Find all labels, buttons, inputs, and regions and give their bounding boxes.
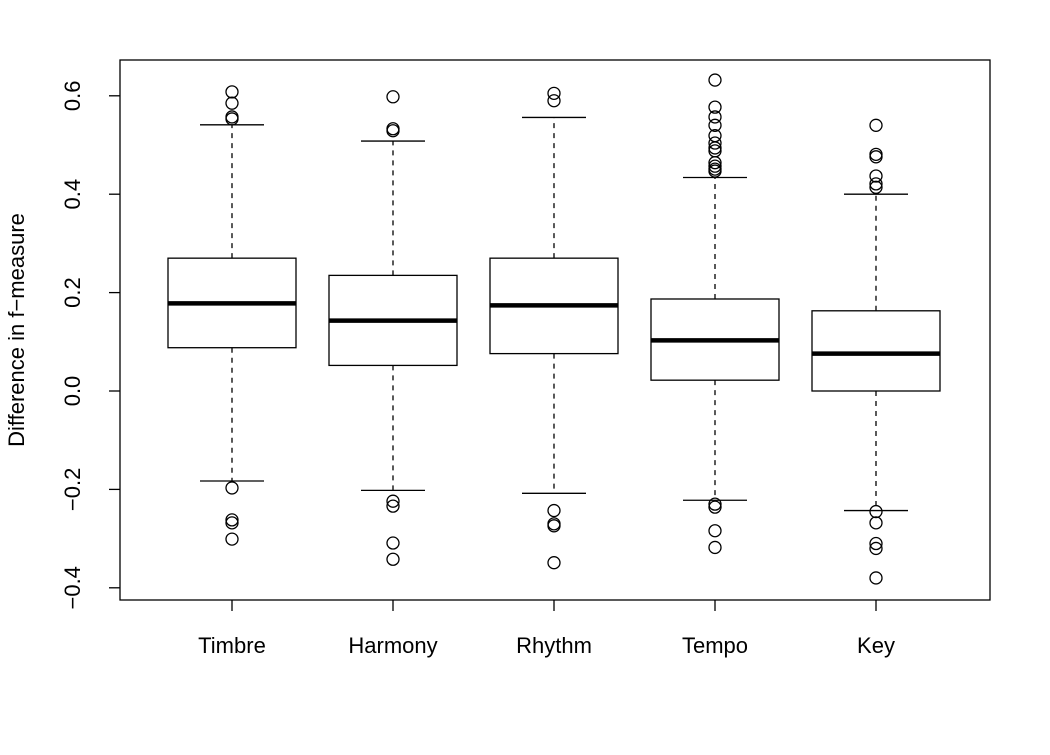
outlier-point-timbre xyxy=(225,516,239,530)
outlier-point-harmony xyxy=(386,499,400,513)
outlier-point-key xyxy=(869,169,883,183)
outlier-point-key xyxy=(869,516,883,530)
outlier-point-timbre xyxy=(225,112,239,126)
y-tick-label: 0.6 xyxy=(60,81,85,112)
outlier-point-key xyxy=(869,180,883,194)
outlier-point-timbre xyxy=(225,85,239,99)
outlier-point-tempo xyxy=(708,73,722,87)
x-tick-label: Tempo xyxy=(682,633,748,658)
outlier-point-tempo xyxy=(708,159,722,173)
outlier-point-key xyxy=(869,177,883,191)
outlier-point-key xyxy=(869,536,883,551)
outlier-point-key xyxy=(869,541,883,556)
y-axis-label: Difference in f−measure xyxy=(4,213,29,447)
outlier-point-tempo xyxy=(708,164,722,178)
y-tick-label: 0.4 xyxy=(60,179,85,210)
outlier-point-timbre xyxy=(225,532,239,546)
outlier-point-rhythm xyxy=(547,94,561,108)
outlier-point-rhythm xyxy=(547,556,561,570)
outlier-point-tempo xyxy=(708,110,722,124)
outlier-point-tempo xyxy=(708,540,722,555)
x-tick-label: Key xyxy=(857,633,895,658)
outlier-point-tempo xyxy=(708,497,722,511)
outlier-point-harmony xyxy=(386,124,400,138)
outlier-point-timbre xyxy=(225,96,239,110)
outlier-point-rhythm xyxy=(547,86,561,100)
x-tick-label: Harmony xyxy=(348,633,437,658)
outlier-point-harmony xyxy=(386,552,400,566)
outlier-point-rhythm xyxy=(547,503,561,518)
box-key xyxy=(811,310,941,392)
y-tick-label: 0.0 xyxy=(60,376,85,407)
y-tick-label: −0.2 xyxy=(60,468,85,511)
outlier-point-tempo xyxy=(708,100,722,114)
x-tick-label: Timbre xyxy=(198,633,266,658)
y-tick-label: 0.2 xyxy=(60,277,85,308)
outlier-point-key xyxy=(869,147,883,161)
outlier-point-timbre xyxy=(225,481,239,495)
outlier-point-key xyxy=(869,150,883,164)
outlier-point-key xyxy=(869,118,883,132)
outlier-point-tempo xyxy=(708,141,722,155)
outlier-point-rhythm xyxy=(547,519,561,533)
outlier-point-key xyxy=(869,504,883,519)
outlier-point-tempo xyxy=(708,118,722,132)
outlier-point-tempo xyxy=(708,524,722,538)
outlier-point-harmony xyxy=(386,494,400,508)
outlier-point-harmony xyxy=(386,90,400,104)
plot-frame xyxy=(119,59,991,601)
outlier-point-tempo xyxy=(708,136,722,150)
outlier-point-timbre xyxy=(225,513,239,527)
outlier-point-tempo xyxy=(708,500,722,514)
outlier-point-tempo xyxy=(708,144,722,158)
outlier-point-harmony xyxy=(386,536,400,550)
y-tick-label: −0.4 xyxy=(60,566,85,609)
x-tick-label: Rhythm xyxy=(516,633,592,658)
outlier-point-key xyxy=(869,571,883,585)
outlier-point-tempo xyxy=(708,156,722,170)
